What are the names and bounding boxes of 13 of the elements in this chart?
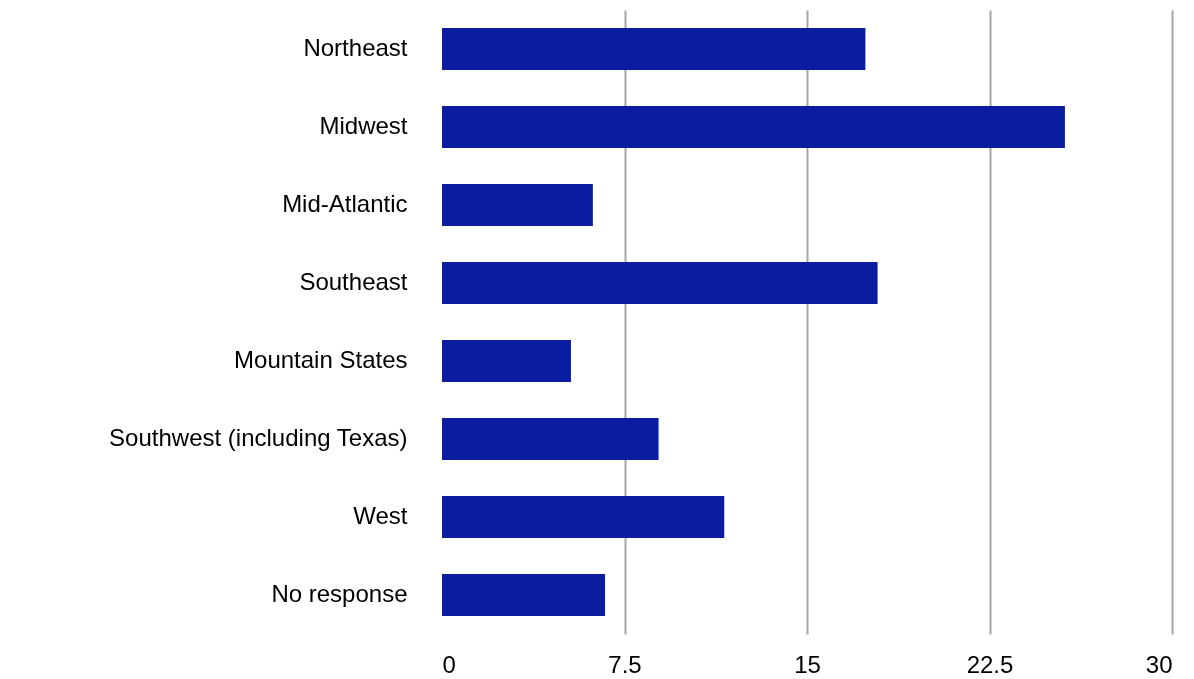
x-tick-label: 0 xyxy=(442,650,456,678)
y-tick-label: Northeast xyxy=(303,34,408,61)
x-tick-label: 22.5 xyxy=(966,650,1014,678)
x-tick-label: 15 xyxy=(794,650,821,678)
y-tick-label: Southeast xyxy=(299,268,408,295)
y-tick-label: No response xyxy=(271,580,408,607)
y-tick-label: Midwest xyxy=(319,112,408,139)
y-tick-label: West xyxy=(353,502,408,529)
x-tick-label: 7.5 xyxy=(608,650,642,678)
y-tick-label: Southwest (including Texas) xyxy=(109,424,408,451)
x-tick-label: 30 xyxy=(1145,650,1173,678)
y-tick-label: Mountain States xyxy=(234,346,408,373)
y-tick-label: Mid-Atlantic xyxy=(282,190,408,217)
